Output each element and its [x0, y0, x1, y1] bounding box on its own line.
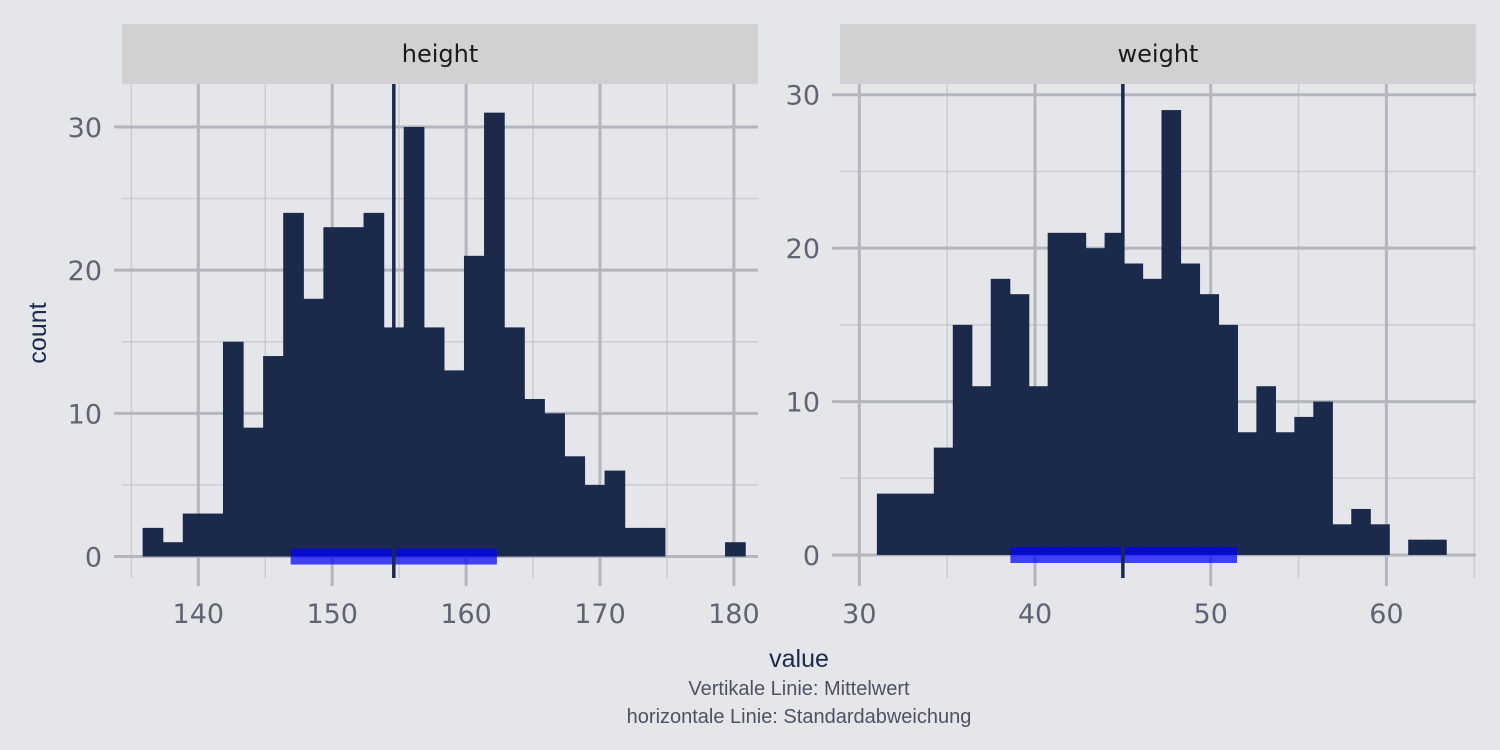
- y-tick-label: 0: [803, 541, 820, 572]
- y-tick-label: 10: [68, 399, 102, 430]
- panel-height: height 140 150 160 170 180 0 10 20 30: [68, 24, 760, 630]
- histogram-bar: [1180, 263, 1201, 555]
- x-tick-label: 60: [1369, 599, 1403, 630]
- x-tick-label: 160: [440, 599, 492, 630]
- histogram-bar: [423, 327, 445, 557]
- strip-label-weight: weight: [1118, 40, 1199, 68]
- histogram-bar: [1332, 524, 1352, 555]
- histogram-bar: [243, 427, 264, 557]
- y-tick-label: 30: [68, 113, 102, 144]
- histogram-bar: [1066, 232, 1087, 555]
- histogram-bar: [1047, 232, 1068, 555]
- histogram-bar: [1313, 401, 1333, 555]
- panel-weight: weight 30 40 50 60 0 10 20 30: [786, 24, 1476, 630]
- histogram-bar: [725, 542, 746, 557]
- histogram-bar: [876, 493, 897, 555]
- histogram-bar: [1237, 432, 1257, 555]
- histogram-bar: [1142, 278, 1163, 555]
- histogram-bar: [1408, 539, 1428, 555]
- histogram-bar: [363, 212, 385, 557]
- histogram-bar: [303, 298, 324, 557]
- histogram-bar: [142, 527, 164, 557]
- histogram-bar: [484, 112, 505, 557]
- x-tick-label: 180: [708, 599, 760, 630]
- y-tick-label: 30: [786, 81, 820, 112]
- y-tick-label: 20: [786, 234, 820, 265]
- y-tick-label: 20: [68, 256, 102, 287]
- histogram-bar: [1199, 294, 1220, 555]
- histogram-bar: [343, 227, 365, 557]
- histogram-bar: [1104, 232, 1125, 555]
- histogram-bar: [443, 370, 465, 557]
- histogram-bar: [933, 447, 954, 555]
- x-tick-label: 50: [1194, 599, 1228, 630]
- histogram-bar: [283, 212, 304, 557]
- histogram-bar: [1275, 432, 1295, 555]
- histogram-bar: [1256, 386, 1276, 555]
- histogram-bar: [544, 413, 565, 557]
- strip-height: [122, 24, 758, 84]
- histogram-bar: [914, 493, 935, 555]
- histogram-bar: [971, 386, 992, 555]
- histogram-bar: [990, 278, 1011, 555]
- histogram-bar: [564, 456, 586, 557]
- caption-line-1: Vertikale Linie: Mittelwert: [688, 678, 910, 700]
- histogram-bar: [895, 493, 916, 555]
- x-tick-label: 170: [574, 599, 626, 630]
- histogram-bar: [1351, 508, 1371, 555]
- histogram-bar: [162, 542, 184, 557]
- histogram-bar: [403, 126, 425, 557]
- y-tick-label: 10: [786, 388, 820, 419]
- histogram-bar: [604, 470, 626, 557]
- histogram-bar: [584, 484, 606, 557]
- histogram-bar: [222, 341, 244, 557]
- x-tick-label: 40: [1018, 599, 1052, 630]
- histogram-bar: [952, 324, 973, 555]
- x-tick-label: 140: [173, 599, 225, 630]
- histogram-bar: [202, 513, 224, 557]
- histogram-bar: [1009, 294, 1030, 555]
- histogram-bar: [1294, 416, 1314, 555]
- histogram-bar: [1123, 263, 1144, 555]
- strip-weight: [840, 24, 1476, 84]
- x-axis-title: value: [769, 645, 829, 673]
- histogram-bar: [1085, 248, 1106, 555]
- histogram-bar: [624, 527, 646, 557]
- histogram-bar: [1370, 524, 1390, 555]
- histogram-bar: [1427, 539, 1447, 555]
- histogram-bar: [524, 399, 545, 557]
- y-axis-title: count: [24, 302, 52, 363]
- strip-label-height: height: [402, 40, 479, 68]
- x-tick-label: 150: [306, 599, 358, 630]
- histogram-bar: [182, 513, 204, 557]
- y-tick-label: 0: [85, 543, 102, 574]
- histogram-bar: [463, 255, 485, 557]
- histogram-bar: [1218, 324, 1239, 555]
- caption-line-2: horizontale Linie: Standardabweichung: [627, 706, 972, 728]
- histogram-bar: [504, 327, 525, 557]
- histogram-bar: [323, 227, 345, 557]
- histogram-bar: [263, 356, 284, 557]
- histogram-bar: [644, 527, 666, 557]
- x-tick-label: 30: [842, 599, 876, 630]
- histogram-bar: [1028, 386, 1049, 555]
- histogram-bar: [1161, 110, 1182, 555]
